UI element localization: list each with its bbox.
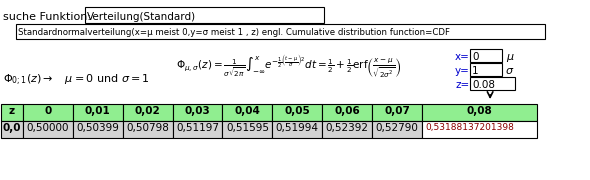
Text: 0,08: 0,08	[467, 106, 493, 116]
FancyBboxPatch shape	[222, 104, 273, 121]
Text: z=: z=	[455, 80, 470, 90]
Text: 0,53188137201398: 0,53188137201398	[425, 123, 514, 132]
Text: 0.08: 0.08	[472, 80, 495, 90]
Text: 0,52790: 0,52790	[376, 123, 419, 133]
FancyBboxPatch shape	[322, 121, 372, 138]
FancyBboxPatch shape	[422, 104, 537, 121]
Text: 0: 0	[472, 52, 478, 62]
FancyBboxPatch shape	[273, 104, 322, 121]
FancyBboxPatch shape	[1, 104, 22, 121]
FancyBboxPatch shape	[470, 77, 515, 90]
Text: 0,51595: 0,51595	[226, 123, 269, 133]
FancyBboxPatch shape	[470, 63, 502, 76]
Text: 0,07: 0,07	[384, 106, 410, 116]
Text: 0,50798: 0,50798	[126, 123, 169, 133]
Text: 0: 0	[44, 106, 51, 116]
Text: 0,50399: 0,50399	[76, 123, 119, 133]
Text: suche Funktion:: suche Funktion:	[3, 12, 91, 22]
FancyBboxPatch shape	[172, 104, 222, 121]
FancyBboxPatch shape	[22, 121, 73, 138]
FancyBboxPatch shape	[470, 49, 502, 62]
Text: 0,01: 0,01	[85, 106, 110, 116]
Text: Standardnormalverteilung(x=μ meist 0,y=σ meist 1 , z) engl. Cumulative distribut: Standardnormalverteilung(x=μ meist 0,y=σ…	[18, 28, 450, 37]
FancyBboxPatch shape	[372, 121, 422, 138]
Text: 0,50000: 0,50000	[27, 123, 69, 133]
FancyBboxPatch shape	[73, 104, 123, 121]
FancyBboxPatch shape	[222, 121, 273, 138]
Text: 0,51994: 0,51994	[276, 123, 319, 133]
Text: 1: 1	[472, 66, 478, 76]
Text: 0,51197: 0,51197	[176, 123, 219, 133]
Text: $\Phi_{\mu,\sigma}(z)=\frac{1}{\sigma\sqrt{2\pi}}\int_{-\infty}^{x}e^{-\frac{1}{: $\Phi_{\mu,\sigma}(z)=\frac{1}{\sigma\sq…	[175, 53, 401, 80]
FancyBboxPatch shape	[123, 104, 172, 121]
FancyBboxPatch shape	[84, 7, 324, 23]
Text: $\Phi_{0;1}(z)\rightarrow$   $\mu = 0$ und $\sigma = 1$: $\Phi_{0;1}(z)\rightarrow$ $\mu = 0$ und…	[3, 73, 149, 88]
Text: 0,52392: 0,52392	[326, 123, 369, 133]
FancyBboxPatch shape	[73, 121, 123, 138]
Text: 0,03: 0,03	[185, 106, 211, 116]
Text: 0,0: 0,0	[2, 123, 21, 133]
FancyBboxPatch shape	[172, 121, 222, 138]
Text: y=: y=	[455, 66, 470, 76]
Text: μ: μ	[506, 52, 513, 62]
FancyBboxPatch shape	[422, 121, 537, 138]
Text: 0,02: 0,02	[135, 106, 160, 116]
FancyBboxPatch shape	[322, 104, 372, 121]
Text: σ: σ	[506, 66, 513, 76]
Text: 0,06: 0,06	[335, 106, 360, 116]
Text: Verteilung(Standard): Verteilung(Standard)	[87, 12, 196, 22]
FancyBboxPatch shape	[1, 121, 22, 138]
FancyBboxPatch shape	[123, 121, 172, 138]
FancyBboxPatch shape	[372, 104, 422, 121]
Text: x=: x=	[455, 52, 470, 62]
FancyBboxPatch shape	[22, 104, 73, 121]
Text: 0,05: 0,05	[284, 106, 310, 116]
FancyBboxPatch shape	[16, 24, 545, 39]
Text: 0,04: 0,04	[234, 106, 260, 116]
Text: z: z	[9, 106, 15, 116]
FancyBboxPatch shape	[273, 121, 322, 138]
